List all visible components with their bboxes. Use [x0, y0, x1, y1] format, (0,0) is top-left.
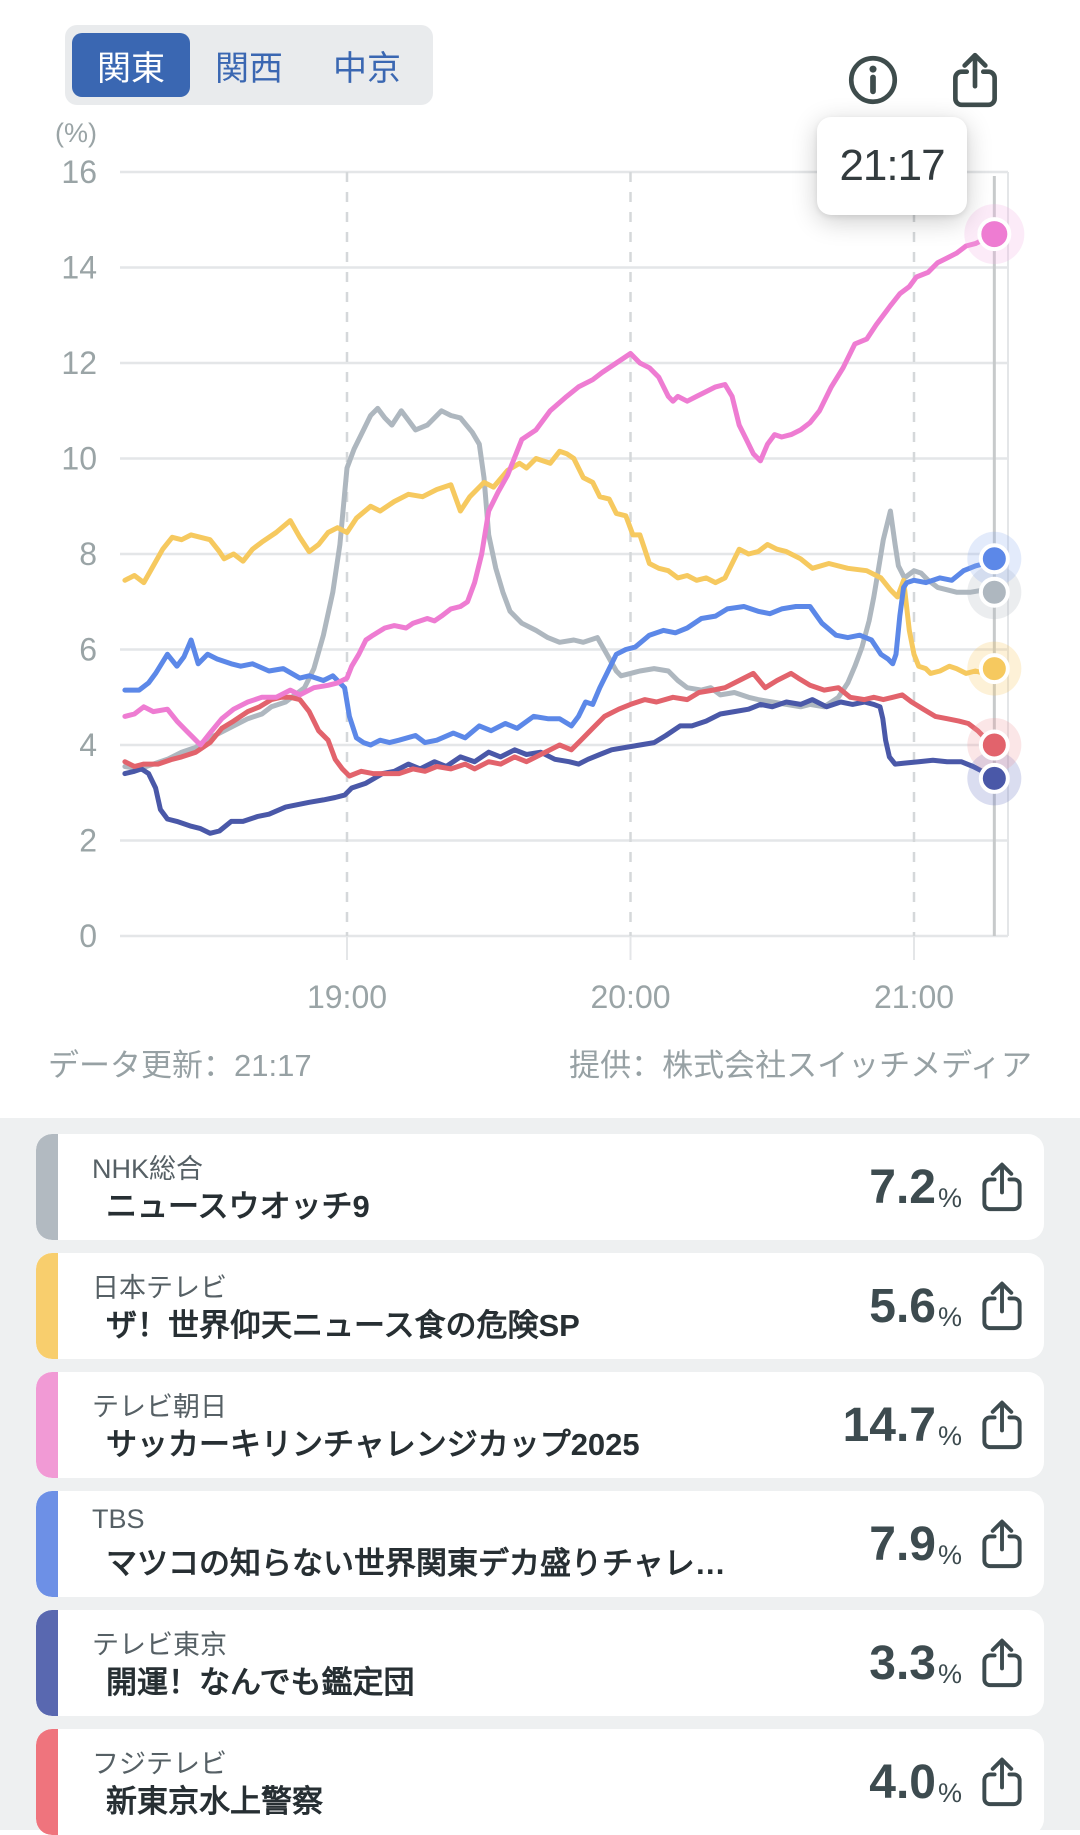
y-tick-label: 12: [61, 345, 97, 381]
program-title: 開運！なんでも鑑定団: [106, 1665, 415, 1700]
channel-name: TBS: [92, 1504, 145, 1534]
channel-name: 日本テレビ: [92, 1273, 227, 1303]
ratings-line-chart[interactable]: 0 2 4 6 8 10 12 14 16 (%) 19:00 20:00 21:00: [0, 0, 1080, 1030]
rating-unit: %: [937, 1301, 962, 1332]
rating-unit: %: [937, 1420, 962, 1451]
rating-value: 7.2: [869, 1160, 936, 1214]
share-icon: [982, 1162, 1022, 1212]
rating-value: 5.6: [869, 1279, 936, 1333]
series-endpoint-tvtokyo[interactable]: [978, 762, 1010, 794]
row-share-button[interactable]: [976, 1635, 1028, 1691]
share-icon: [982, 1519, 1022, 1569]
program-row-5[interactable]: テレビ東京 開運！なんでも鑑定団 3.3 %: [36, 1610, 1044, 1716]
info-button[interactable]: [844, 49, 902, 111]
channel-color-strip: [36, 1134, 58, 1240]
share-icon: [982, 1638, 1022, 1688]
program-row-4[interactable]: TBS マツコの知らない世界関東デカ盛りチャレ… 7.9 %: [36, 1491, 1044, 1597]
channel-color-strip: [36, 1253, 58, 1359]
program-row-2[interactable]: 日本テレビ ザ！世界仰天ニュース食の危険SP 5.6 %: [36, 1253, 1044, 1359]
row-share-button[interactable]: [976, 1278, 1028, 1334]
rating-unit: %: [937, 1777, 962, 1808]
x-tick-label: 19:00: [307, 979, 387, 1015]
series-line-tvasahi: [122, 231, 997, 748]
series-endpoint-tbs[interactable]: [978, 543, 1010, 575]
channel-name: テレビ東京: [92, 1630, 227, 1660]
series-endpoint-ntv[interactable]: [978, 653, 1010, 685]
program-title: サッカーキリンチャレンジカップ2025: [106, 1427, 640, 1462]
row-share-button[interactable]: [976, 1516, 1028, 1572]
y-tick-label: 2: [79, 823, 97, 859]
data-provider-label: 提供：株式会社スイッチメディア: [569, 1047, 1032, 1083]
channel-color-strip: [36, 1372, 58, 1478]
series-line-nhk: [122, 405, 997, 772]
y-tick-label: 8: [79, 536, 97, 572]
program-title: マツコの知らない世界関東デカ盛りチャレ…: [106, 1546, 726, 1581]
series-line-tvtokyo: [122, 697, 997, 836]
program-title: ザ！世界仰天ニュース食の危険SP: [106, 1308, 580, 1343]
y-tick-label: 10: [61, 441, 97, 477]
y-tick-label: 16: [61, 154, 97, 190]
program-row-1[interactable]: NHK総合 ニュースウオッチ9 7.2 %: [36, 1134, 1044, 1240]
y-axis-unit-label: (%): [55, 118, 97, 148]
y-tick-label: 4: [79, 727, 97, 763]
row-share-button[interactable]: [976, 1159, 1028, 1215]
channel-color-strip: [36, 1491, 58, 1597]
chart-footer: データ更新：21:17 提供：株式会社スイッチメディア: [0, 1035, 1080, 1089]
rating-value: 7.9: [869, 1517, 936, 1571]
share-icon: [982, 1400, 1022, 1450]
rating-value: 3.3: [869, 1636, 936, 1690]
channel-name: NHK総合: [92, 1154, 204, 1184]
row-share-button[interactable]: [976, 1397, 1028, 1453]
program-row-6[interactable]: フジテレビ 新東京水上警察 4.0 %: [36, 1729, 1044, 1835]
series-endpoint-fuji[interactable]: [978, 729, 1010, 761]
row-share-button[interactable]: [976, 1754, 1028, 1810]
x-tick-label: 20:00: [590, 979, 670, 1015]
rating-unit: %: [937, 1539, 962, 1570]
y-tick-label: 14: [61, 250, 97, 286]
cursor-time-tooltip: 21:17: [817, 117, 967, 215]
channel-color-strip: [36, 1729, 58, 1835]
program-title: 新東京水上警察: [106, 1784, 323, 1819]
rating-value: 4.0: [869, 1755, 936, 1809]
rating-unit: %: [937, 1182, 962, 1213]
region-tabbar: 関東 関西 中京: [65, 25, 433, 105]
series-endpoint-nhk[interactable]: [978, 576, 1010, 608]
program-list: NHK総合 ニュースウオッチ9 7.2 % 日本テレビ ザ！世界仰天ニュース食の…: [0, 1118, 1080, 1835]
tab-chukyo[interactable]: 中京: [333, 49, 401, 88]
series-line-ntv: [122, 448, 997, 676]
channel-color-strip: [36, 1610, 58, 1716]
program-title: ニュースウオッチ9: [106, 1189, 370, 1224]
x-tick-label: 21:00: [874, 979, 954, 1015]
cursor-time-label: 21:17: [839, 141, 945, 190]
tab-kanto[interactable]: 関東: [72, 33, 190, 97]
data-updated-label: データ更新：21:17: [48, 1047, 312, 1083]
share-icon: [953, 52, 997, 108]
tab-kansai[interactable]: 関西: [215, 49, 283, 88]
share-icon: [982, 1757, 1022, 1807]
channel-name: フジテレビ: [92, 1749, 227, 1779]
share-icon: [982, 1281, 1022, 1331]
rating-value: 14.7: [842, 1398, 936, 1452]
series-line-tbs: [122, 556, 997, 748]
info-icon: [848, 55, 898, 105]
rating-unit: %: [937, 1658, 962, 1689]
share-button[interactable]: [946, 49, 1004, 111]
channel-name: テレビ朝日: [92, 1392, 227, 1422]
y-tick-label: 0: [79, 918, 97, 954]
series-endpoint-tvasahi[interactable]: [977, 217, 1012, 252]
y-tick-label: 6: [79, 632, 97, 668]
program-row-3[interactable]: テレビ朝日 サッカーキリンチャレンジカップ2025 14.7 %: [36, 1372, 1044, 1478]
